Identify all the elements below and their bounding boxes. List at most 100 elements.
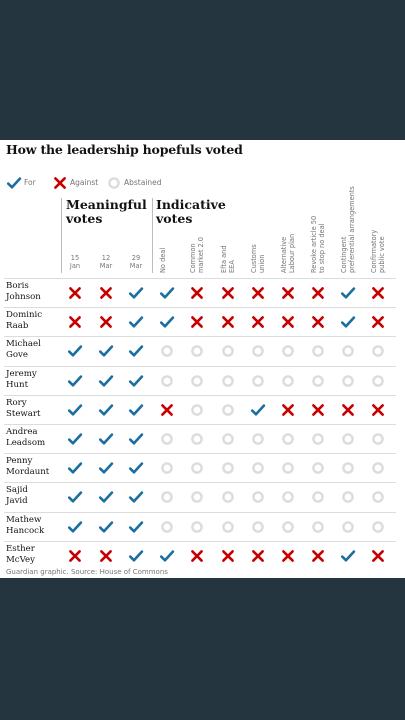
legend-label: For [24,177,36,187]
candidate-name: Boris Johnson [6,281,41,303]
header-line: EEA [227,260,236,273]
abstained-circle-icon [220,489,236,505]
abstained-circle-icon [159,431,175,447]
cross-icon [280,314,296,330]
abstained-circle-icon [159,489,175,505]
abstained-circle-icon [340,431,356,447]
row-separator [4,482,396,484]
legend-label: Against [70,177,99,187]
legend-item-against: Against [52,174,98,190]
row-separator [4,540,396,542]
legend-item-abstained: Abstained [106,174,162,190]
graphic-card [0,140,405,578]
abstained-circle-icon [159,460,175,476]
column-header-meaningful-2: 12 Mar [94,254,118,270]
name-line: Andrea [6,427,38,437]
tick-icon [128,285,144,301]
cross-icon [159,402,175,418]
name-line: Boris [6,281,29,291]
cross-icon [250,285,266,301]
candidate-name: Jeremy Hunt [6,369,37,391]
name-line: Esther [6,543,35,554]
candidate-name: Rory Stewart [6,398,40,420]
tick-icon [98,373,114,389]
abstained-circle-icon [340,373,356,389]
column-header-indicative-1: No deal [159,248,168,273]
tick-icon [128,314,144,330]
name-line: Stewart [6,408,41,419]
cross-icon [310,314,326,330]
tick-icon [67,343,83,359]
abstained-circle-icon [370,373,386,389]
abstained-circle-icon [370,431,386,447]
candidate-name: Sajid Javid [6,485,28,507]
abstained-circle-icon [250,489,266,505]
tick-icon [128,519,144,535]
header-line: 29 [131,254,141,262]
name-line: Gove [6,350,28,361]
name-line: Mathew [6,514,42,525]
abstained-circle-icon [280,460,296,476]
abstained-circle-icon [189,431,205,447]
indicative-divider [152,198,153,273]
abstained-circle-icon [370,519,386,535]
abstained-circle-icon [280,373,296,389]
tick-icon [98,489,114,505]
abstained-circle-icon [280,431,296,447]
header-line: union [257,254,266,273]
cross-icon [189,285,205,301]
tick-icon [159,314,175,330]
tick-icon [159,548,175,564]
abstained-circle-icon [310,519,326,535]
legend-label: Abstained [124,177,162,187]
name-line: Johnson [6,292,41,302]
graphic-title: How the leadership hopefuls voted [6,142,243,157]
column-header-indicative-4: Customs union [250,244,266,273]
abstained-circle-icon [106,175,120,189]
column-header-indicative-5: Alternative Labour plan [280,234,296,273]
abstained-circle-icon [310,431,326,447]
abstained-circle-icon [159,373,175,389]
tick-icon [67,460,83,476]
abstained-circle-icon [280,489,296,505]
row-separator [4,336,396,338]
cross-icon [67,314,83,330]
tick-icon [128,460,144,476]
column-header-indicative-6: Revoke article 50 to stop no deal [310,216,326,273]
cross-icon [370,314,386,330]
column-header-indicative-3: Efta and EEA [220,246,236,274]
abstained-circle-icon [340,519,356,535]
cross-icon [370,402,386,418]
tick-icon [128,373,144,389]
abstained-circle-icon [189,460,205,476]
name-line: Leadsom [6,438,46,448]
cross-icon [280,548,296,564]
abstained-circle-icon [220,343,236,359]
column-header-indicative-2: Common market 2.0 [189,237,205,273]
cross-icon [220,314,236,330]
abstained-circle-icon [370,460,386,476]
cross-icon [67,548,83,564]
tick-icon [67,519,83,535]
abstained-circle-icon [189,489,205,505]
abstained-circle-icon [189,402,205,418]
header-line: 15 [70,254,80,262]
name-line: Mordaunt [6,467,50,478]
tick-icon [98,431,114,447]
meaningful-votes-heading: Meaningful votes [66,198,147,226]
column-header-indicative-8: Confirmatory public vote [370,230,386,273]
tick-icon [128,431,144,447]
abstained-circle-icon [310,489,326,505]
cross-icon [310,285,326,301]
column-header-meaningful-1: 15 Jan [63,254,87,270]
cross-icon [250,314,266,330]
cross-icon [340,402,356,418]
meaningful-divider [61,198,62,273]
row-separator [4,365,396,367]
abstained-circle-icon [220,373,236,389]
name-line: Michael [6,339,41,350]
column-header-indicative-7: Contingent preferential arrangements [340,186,356,273]
cross-icon [280,402,296,418]
name-line: Raab [6,321,29,332]
cross-icon [52,175,66,189]
